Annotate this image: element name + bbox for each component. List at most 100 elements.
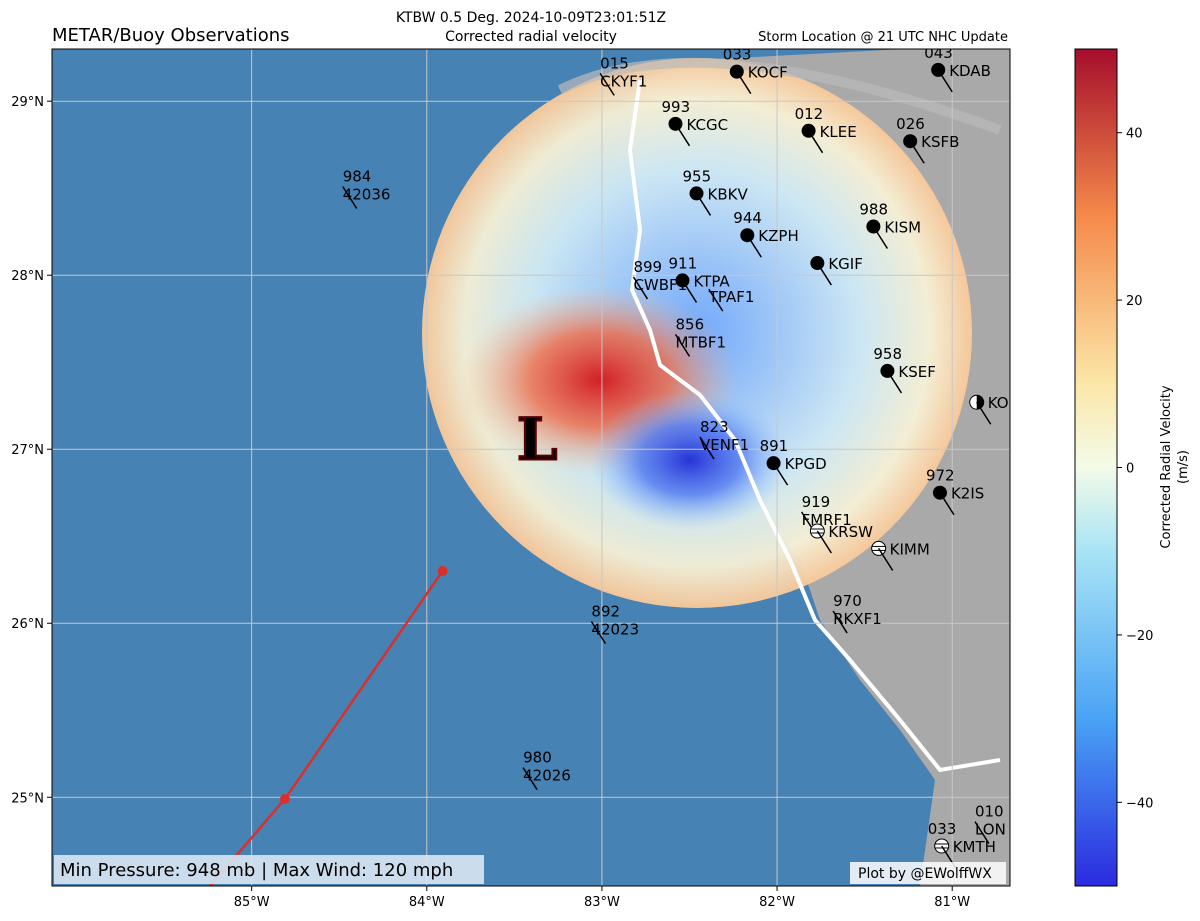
credit: Plot by @EWolffWX: [858, 866, 992, 882]
station-id: KGIF: [828, 255, 863, 273]
station-id: CKYF1: [600, 72, 647, 90]
track-point: [279, 793, 290, 804]
wind-barb: [681, 280, 698, 303]
wind-barb: [832, 610, 848, 634]
wind-barb: [599, 72, 615, 96]
station-pressure: 970: [833, 592, 862, 610]
wind-barb: [939, 492, 955, 516]
center-title: KTBW 0.5 Deg. 2024-10-09T23:01:51Z: [396, 10, 666, 26]
y-tick-label: 27°N: [11, 443, 44, 458]
station-pressure: 899: [633, 258, 662, 276]
station-id: KIMM: [890, 540, 930, 558]
station-pressure: 033: [723, 46, 752, 64]
station-id: TPAF1: [708, 288, 755, 306]
colorbar-unit: (m/s): [1176, 450, 1191, 484]
map-frame: [51, 48, 1011, 887]
graticule: [52, 49, 1010, 886]
axes: 85°W 84°W 83°W 82°W 81°W 25°N 26°N 27°N 28°N 29°N…: [11, 95, 1153, 910]
station-id: K2IS: [951, 485, 984, 503]
wind-barb: [522, 767, 538, 791]
station-pressure: 012: [795, 105, 824, 123]
wind-barb: [674, 123, 691, 147]
station-pressure: 856: [675, 315, 704, 333]
colorbar: [1074, 48, 1118, 887]
colorbar-tick-label: −40: [1126, 796, 1153, 811]
station-pressure: 010: [975, 803, 1004, 821]
station-id: RKXF1: [833, 610, 882, 628]
wind-barb: [708, 288, 724, 312]
station-pressure: 984: [343, 167, 372, 185]
station-pressure: 823: [700, 418, 729, 436]
y-tick-label: 29°N: [11, 95, 44, 110]
station: KO: [969, 394, 1009, 425]
x-tick-label: 81°W: [934, 895, 970, 910]
wind-barb: [878, 548, 894, 571]
track-point: [437, 566, 448, 577]
wind-barb: [909, 140, 925, 164]
station-id: KSEF: [898, 363, 935, 381]
x-tick-label: 83°W: [584, 895, 620, 910]
y-tick-label: 25°N: [11, 791, 44, 806]
wind-barb: [590, 621, 607, 644]
station-pressure: 026: [896, 115, 925, 133]
station-pressure: 955: [683, 167, 712, 185]
station-id: KPGD: [785, 455, 827, 473]
station-id: KMTH: [953, 838, 996, 856]
station-pressure: 958: [873, 345, 902, 363]
wind-barb: [736, 71, 752, 95]
wind-barb: [816, 530, 832, 554]
station-pressure: 993: [661, 98, 690, 116]
wind-barb: [872, 226, 889, 249]
wind-barb: [937, 69, 953, 93]
station-id: KOCF: [748, 64, 788, 82]
colorbar-tick-label: −20: [1126, 629, 1153, 644]
center-subtitle: Corrected radial velocity: [445, 29, 617, 45]
wind-barb: [674, 333, 691, 357]
radar-outbound: [590, 390, 790, 530]
station-pressure: 892: [591, 603, 620, 621]
station-id: KLEE: [820, 123, 857, 141]
x-tick-label: 84°W: [409, 895, 445, 910]
station-id: CWBF1: [633, 276, 687, 294]
station-id: 42023: [591, 621, 639, 639]
right-title: Storm Location @ 21 UTC NHC Update: [758, 30, 1008, 45]
wind-barb: [772, 462, 789, 486]
station-pressure: 972: [926, 467, 955, 485]
station-pressure: 891: [760, 437, 789, 455]
colorbar-label: Corrected Radial Velocity: [1159, 385, 1174, 548]
colorbar-tick-label: 40: [1126, 127, 1143, 142]
wind-barb: [886, 370, 903, 394]
station-id: KTPA: [693, 272, 730, 290]
station-id: KRSW: [828, 523, 873, 541]
station-id: KISM: [884, 218, 921, 236]
station-pressure: 911: [668, 254, 697, 272]
station-id: VENF1: [700, 436, 749, 454]
station-id: KSFB: [921, 133, 959, 151]
station: TPAF1: [708, 288, 755, 312]
colorbar-tick-label: 20: [1126, 294, 1143, 309]
map-title: METAR/Buoy Observations: [52, 25, 290, 46]
station: KRSW: [809, 523, 873, 554]
station-id: KO: [988, 394, 1009, 412]
wind-barb: [695, 193, 712, 216]
x-tick-label: 85°W: [234, 895, 270, 910]
